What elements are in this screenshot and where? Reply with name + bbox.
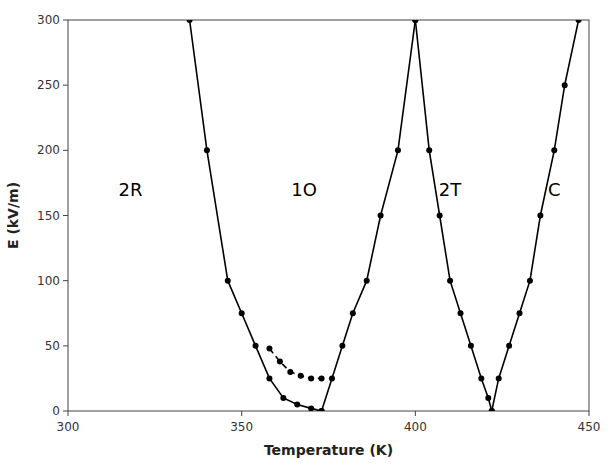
series-point xyxy=(506,343,512,349)
series-point xyxy=(412,20,418,23)
series-point xyxy=(225,278,231,284)
y-tick-label: 150 xyxy=(37,209,60,223)
x-tick xyxy=(68,411,69,416)
series-point xyxy=(319,408,325,411)
y-tick-label: 300 xyxy=(37,13,60,27)
series-point xyxy=(468,343,474,349)
series-line xyxy=(322,20,416,411)
series-point xyxy=(253,343,259,349)
series-point xyxy=(308,375,314,381)
y-tick-label: 250 xyxy=(37,78,60,92)
series-point xyxy=(412,20,418,23)
series-point xyxy=(489,408,495,411)
series-point xyxy=(319,408,325,411)
y-tick-label: 0 xyxy=(52,404,60,418)
plot-frame xyxy=(68,20,589,411)
series-point xyxy=(378,213,384,219)
series-point xyxy=(426,147,432,153)
y-tick-label: 50 xyxy=(45,339,60,353)
y-tick xyxy=(63,345,68,346)
series-point xyxy=(329,375,335,381)
y-tick xyxy=(63,20,68,21)
chart: 300 350 400 450 0 50 100 150 200 250 300 Temperatur… xyxy=(0,0,611,469)
series-point xyxy=(308,405,314,411)
plot-data xyxy=(187,20,582,411)
series-point xyxy=(562,82,568,88)
series-point xyxy=(294,401,300,407)
series-point xyxy=(350,310,356,316)
series-point xyxy=(437,213,443,219)
series-point xyxy=(298,373,304,379)
series-point xyxy=(395,147,401,153)
x-tick xyxy=(241,411,242,416)
series-point xyxy=(489,408,495,411)
series-point xyxy=(280,395,286,401)
series-point xyxy=(447,278,453,284)
series-point xyxy=(239,310,245,316)
y-tick-label: 100 xyxy=(37,274,60,288)
y-tick-label: 200 xyxy=(37,143,60,157)
y-tick xyxy=(63,150,68,151)
series-point xyxy=(287,369,293,375)
series-point xyxy=(319,375,325,381)
series-point xyxy=(478,375,484,381)
series-point xyxy=(485,395,491,401)
series-point xyxy=(457,310,463,316)
series-point xyxy=(266,345,272,351)
series-point xyxy=(266,375,272,381)
x-tick-label: 300 xyxy=(57,420,80,434)
series-point xyxy=(204,147,210,153)
series-point xyxy=(277,358,283,364)
x-tick-label: 450 xyxy=(578,420,601,434)
y-tick xyxy=(63,280,68,281)
x-tick xyxy=(415,411,416,416)
series-point xyxy=(527,278,533,284)
region-label: 1O xyxy=(291,179,317,200)
region-label: C xyxy=(548,179,561,200)
region-label: 2R xyxy=(119,179,143,200)
x-axis-label: Temperature (K) xyxy=(264,442,393,458)
x-tick-label: 400 xyxy=(404,420,427,434)
series-point xyxy=(576,20,582,23)
series-point xyxy=(187,20,193,23)
x-tick xyxy=(589,411,590,416)
y-axis-label: E (kV/m) xyxy=(5,182,21,249)
series-point xyxy=(364,278,370,284)
series-line xyxy=(415,20,491,411)
series-point xyxy=(551,147,557,153)
series-line xyxy=(190,20,322,411)
region-label: 2T xyxy=(439,179,462,200)
series-point xyxy=(496,375,502,381)
series-line xyxy=(492,20,579,411)
y-tick xyxy=(63,411,68,412)
y-tick xyxy=(63,215,68,216)
x-tick-label: 350 xyxy=(230,420,253,434)
series-point xyxy=(517,310,523,316)
series-line xyxy=(269,348,321,378)
series-point xyxy=(339,343,345,349)
series-point xyxy=(537,213,543,219)
y-tick xyxy=(63,85,68,86)
